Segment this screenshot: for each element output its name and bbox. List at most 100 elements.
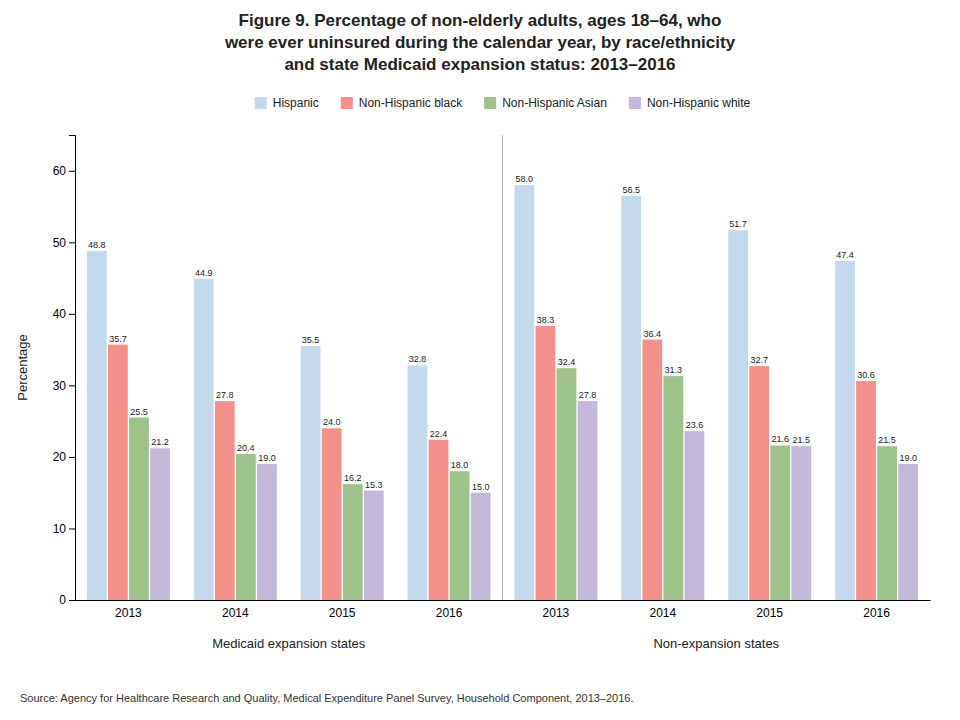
tick-label: 2016 [863, 606, 890, 620]
tick: 2016 [436, 600, 463, 620]
bar [835, 261, 855, 600]
bar [685, 431, 705, 600]
bar [257, 464, 277, 600]
tick-label: 10 [53, 522, 67, 536]
data-label: 38.3 [537, 315, 555, 325]
data-label: 21.5 [878, 435, 896, 445]
legend-swatch [484, 97, 496, 109]
data-label: 35.5 [302, 335, 320, 345]
data-label: 16.2 [344, 473, 362, 483]
data-label: 32.7 [750, 355, 768, 365]
tick: 30 [53, 379, 75, 393]
title: Figure 9. Percentage of non-elderly adul… [224, 11, 736, 74]
data-label: 15.0 [472, 482, 490, 492]
tick: 60 [53, 164, 75, 178]
bar [450, 471, 470, 600]
bar [194, 279, 214, 600]
bar [663, 376, 683, 600]
legend-swatch [341, 97, 353, 109]
bar [236, 454, 256, 600]
x-axis: 20132014201520162013201420152016 [76, 600, 931, 620]
tick-mark [69, 385, 75, 386]
bar [877, 446, 897, 600]
bar [749, 366, 769, 600]
y-axis: 0 10 20 30 40 50 60 [53, 136, 76, 608]
tick-label: 2014 [222, 606, 249, 620]
chart: Figure 9. Percentage of non-elderly adul… [0, 0, 960, 720]
legend-item: Non-Hispanic white [629, 96, 751, 110]
bar [621, 196, 641, 600]
section-label: Non-expansion states [653, 636, 779, 651]
data-label: 21.5 [793, 435, 811, 445]
data-label: 22.4 [430, 429, 448, 439]
bar [129, 418, 149, 600]
tick: 2014 [222, 600, 249, 620]
tick: 2013 [115, 600, 142, 620]
tick: 20 [53, 450, 75, 464]
bar [578, 401, 598, 600]
data-label: 20.4 [237, 443, 255, 453]
data-label: 19.0 [258, 453, 276, 463]
tick-mark [69, 457, 75, 458]
data-label: 32.8 [409, 354, 427, 364]
tick-label: 2013 [115, 606, 142, 620]
legend: HispanicNon-Hispanic blackNon-Hispanic A… [255, 96, 751, 110]
source: Source: Agency for Healthcare Research a… [20, 692, 634, 704]
tick-mark [69, 171, 75, 172]
axis-line [69, 136, 76, 601]
data-label: 56.5 [622, 185, 640, 195]
tick-label: 60 [53, 164, 67, 178]
data-label: 21.6 [771, 434, 789, 444]
data-label: 36.4 [644, 329, 662, 339]
tick-label: 2013 [543, 606, 570, 620]
bar [728, 230, 748, 600]
title-line: were ever uninsured during the calendar … [224, 33, 736, 52]
tick-mark [69, 242, 75, 243]
tick-label: 30 [53, 379, 67, 393]
bar [364, 491, 384, 600]
legend-item: Hispanic [255, 96, 319, 110]
data-label: 51.7 [729, 219, 747, 229]
tick-mark [69, 314, 75, 315]
tick: 50 [53, 236, 75, 250]
tick: 2014 [649, 600, 676, 620]
bar [514, 185, 534, 600]
bar [791, 446, 811, 600]
bar [301, 346, 321, 600]
separator [502, 135, 503, 600]
title-line: and state Medicaid expansion status: 201… [284, 55, 675, 74]
y-axis-label: Percentage [15, 334, 30, 401]
tick-mark [69, 600, 75, 601]
bar [215, 401, 235, 600]
legend-item: Non-Hispanic black [341, 96, 463, 110]
bar [898, 464, 918, 600]
data-label: 15.3 [365, 480, 383, 490]
axis-line [76, 600, 931, 601]
tick: 40 [53, 307, 75, 321]
bar [536, 326, 556, 600]
legend-label: Non-Hispanic black [359, 96, 463, 110]
tick-label: 50 [53, 236, 67, 250]
bar [557, 368, 577, 600]
plot: 48.844.935.532.858.056.551.747.435.727.8… [15, 135, 931, 651]
bar [429, 440, 449, 600]
bar [642, 340, 662, 600]
bar [408, 365, 428, 600]
data-label: 47.4 [836, 250, 854, 260]
bar [150, 448, 170, 600]
data-label: 21.2 [151, 437, 169, 447]
data-label: 48.8 [88, 240, 106, 250]
data-label: 58.0 [516, 174, 534, 184]
tick-label: 0 [59, 593, 66, 607]
data-label: 30.6 [857, 370, 875, 380]
data-label: 19.0 [899, 453, 917, 463]
legend-label: Non-Hispanic white [647, 96, 751, 110]
tick: 2016 [863, 600, 890, 620]
bar [471, 493, 491, 600]
tick-mark [69, 528, 75, 529]
data-label: 32.4 [558, 357, 576, 367]
data-label: 18.0 [451, 460, 469, 470]
data-label: 31.3 [665, 365, 683, 375]
bar [770, 445, 790, 600]
tick: 2015 [756, 600, 783, 620]
